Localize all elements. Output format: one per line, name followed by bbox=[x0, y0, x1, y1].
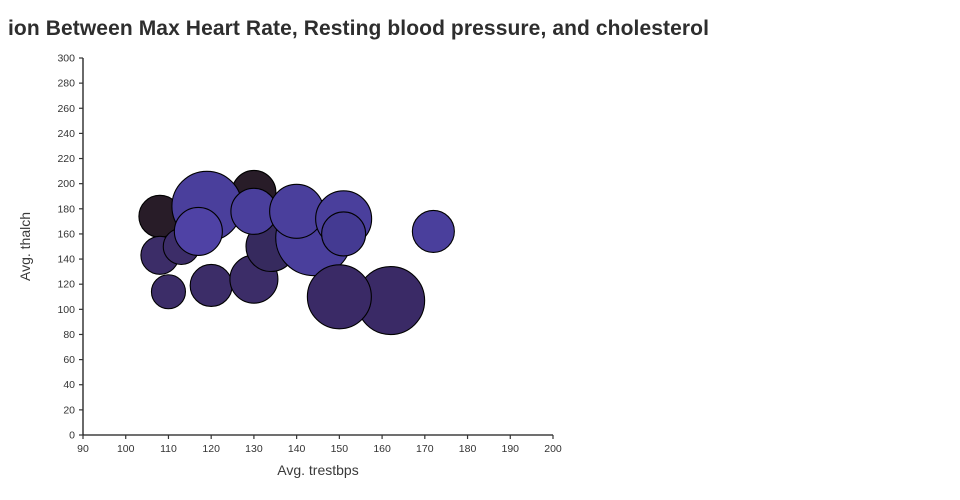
x-tick-label: 160 bbox=[373, 443, 391, 455]
bubble[interactable] bbox=[150, 274, 187, 310]
x-axis-title: Avg. trestbps bbox=[277, 462, 358, 478]
y-tick-label: 0 bbox=[69, 430, 75, 442]
y-tick-label: 220 bbox=[57, 153, 75, 165]
x-tick-label: 150 bbox=[331, 443, 349, 455]
x-tick-label: 140 bbox=[288, 443, 306, 455]
y-tick-label: 40 bbox=[63, 379, 75, 391]
y-tick-label: 140 bbox=[57, 254, 75, 266]
bubble[interactable] bbox=[411, 209, 455, 253]
x-tick-label: 170 bbox=[416, 443, 434, 455]
x-tick-label: 130 bbox=[245, 443, 263, 455]
x-tick-label: 180 bbox=[459, 443, 477, 455]
y-tick-label: 280 bbox=[57, 78, 75, 90]
bubble[interactable] bbox=[269, 183, 325, 239]
y-tick-label: 60 bbox=[63, 354, 75, 366]
bubble[interactable] bbox=[189, 263, 233, 308]
y-tick-label: 300 bbox=[57, 53, 75, 65]
y-tick-label: 200 bbox=[57, 178, 75, 190]
x-tick-label: 190 bbox=[502, 443, 520, 455]
y-tick-label: 160 bbox=[57, 228, 75, 240]
y-tick-label: 180 bbox=[57, 203, 75, 215]
bubble[interactable] bbox=[306, 264, 372, 330]
x-tick-label: 100 bbox=[117, 443, 135, 455]
x-tick-label: 120 bbox=[202, 443, 220, 455]
x-tick-label: 110 bbox=[160, 443, 177, 455]
y-tick-label: 120 bbox=[57, 279, 75, 291]
y-tick-label: 80 bbox=[63, 329, 75, 341]
bubble[interactable] bbox=[321, 211, 367, 257]
y-tick-label: 20 bbox=[63, 404, 75, 416]
y-tick-label: 260 bbox=[57, 103, 75, 115]
bubble[interactable] bbox=[173, 206, 223, 256]
y-axis-title: Avg. thalch bbox=[17, 212, 33, 281]
x-tick-label: 90 bbox=[77, 443, 89, 455]
chart-title: ion Between Max Heart Rate, Resting bloo… bbox=[8, 17, 710, 40]
y-tick-label: 100 bbox=[57, 304, 75, 316]
y-tick-label: 240 bbox=[57, 128, 75, 140]
x-tick-label: 200 bbox=[544, 443, 562, 455]
